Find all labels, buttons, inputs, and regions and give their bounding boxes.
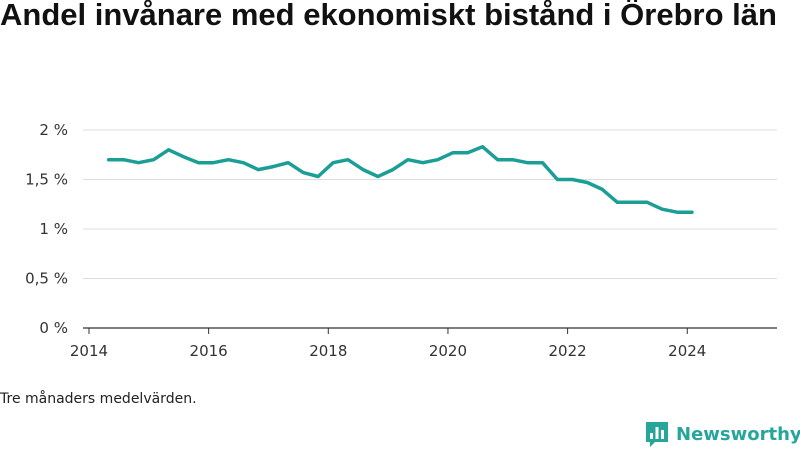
y-axis-ticks: 0 % 0,5 % 1 % 1,5 % 2 %: [25, 121, 68, 337]
data-point: [122, 158, 125, 161]
brand-name: Newsworthy: [676, 423, 800, 445]
newsworthy-logo[interactable]: Newsworthy: [644, 419, 800, 449]
y-tick-label: 0,5 %: [25, 270, 68, 288]
data-point: [481, 145, 484, 149]
data-point: [212, 161, 215, 164]
data-point: [301, 171, 305, 174]
data-point: [631, 201, 634, 204]
data-point: [541, 161, 544, 164]
data-point: [391, 168, 395, 171]
series-line: [106, 145, 694, 214]
data-point: [616, 201, 619, 204]
data-point: [287, 161, 290, 164]
y-tick-label: 1,5 %: [25, 171, 68, 189]
data-point: [361, 168, 365, 171]
data-point: [586, 181, 589, 184]
data-point: [242, 161, 245, 164]
data-point: [496, 158, 499, 161]
data-point: [406, 158, 410, 161]
data-point: [107, 158, 110, 161]
data-point: [257, 168, 260, 171]
data-point: [675, 210, 679, 214]
data-point: [690, 210, 694, 214]
x-tick-label: 2024: [668, 342, 706, 360]
y-tick-label: 2 %: [39, 121, 68, 139]
x-axis: 2014 2016 2018 2020 2022 2024: [70, 327, 777, 360]
x-tick-label: 2016: [190, 342, 228, 360]
chart-title: Andel invånare med ekonomiskt bistånd i …: [0, 0, 777, 32]
data-point: [645, 201, 649, 204]
data-point: [511, 158, 514, 161]
x-tick-label: 2022: [549, 342, 587, 360]
y-tick-label: 0 %: [39, 319, 68, 337]
bar-chart-badge-icon: [646, 422, 668, 447]
data-point: [526, 161, 529, 164]
data-point: [571, 178, 574, 181]
line-chart: 0 % 0,5 % 1 % 1,5 % 2 % 2014 2016 2018 2020 2022…: [25, 121, 777, 360]
footnote: Tre månaders medelvärden.: [0, 391, 197, 407]
data-point: [137, 161, 140, 164]
data-point: [436, 158, 439, 161]
data-point: [197, 161, 200, 164]
data-point: [167, 148, 170, 151]
data-point: [346, 158, 350, 161]
gridlines: [83, 129, 777, 279]
data-point: [660, 208, 664, 211]
data-point: [376, 175, 380, 178]
x-tick-label: 2020: [429, 342, 467, 360]
data-point: [182, 155, 185, 158]
x-tick-label: 2018: [309, 342, 347, 360]
data-point: [227, 158, 230, 161]
data-point: [451, 151, 454, 154]
data-point: [466, 151, 469, 154]
data-point: [272, 165, 275, 168]
data-point: [601, 188, 604, 191]
data-point: [421, 161, 425, 164]
series-lines: [106, 145, 694, 214]
data-point: [556, 178, 559, 181]
x-tick-label: 2014: [70, 342, 108, 360]
data-point: [152, 158, 155, 161]
data-point: [331, 161, 335, 164]
y-tick-label: 1 %: [39, 220, 68, 238]
data-point: [316, 175, 320, 178]
